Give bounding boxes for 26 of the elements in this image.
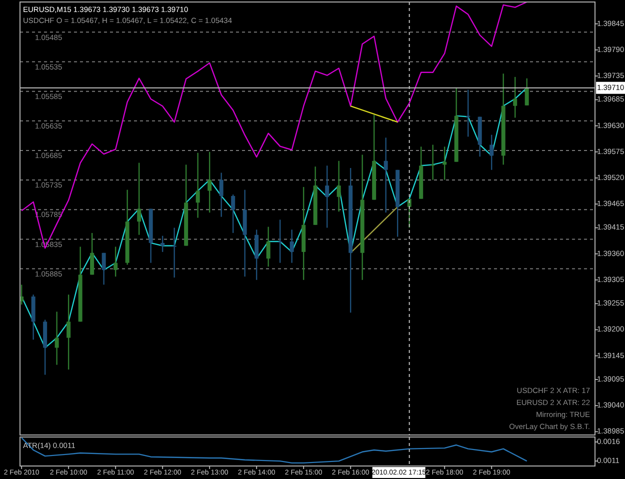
candlestick (160, 235, 165, 253)
candlestick (490, 134, 494, 170)
candlestick (196, 152, 200, 218)
candlestick (290, 229, 294, 264)
candlestick (114, 246, 118, 278)
candlestick (266, 226, 270, 268)
candlestick (208, 151, 212, 214)
candlestick (430, 144, 435, 180)
candlestick (325, 165, 330, 228)
candlestick (66, 294, 71, 370)
candlestick (466, 89, 470, 138)
candlestick (231, 194, 236, 234)
candlestick (102, 252, 106, 286)
candlestick (524, 78, 529, 106)
candlestick (172, 227, 176, 278)
candlestick (90, 232, 94, 276)
candlestick (254, 229, 259, 281)
candlestick (513, 76, 518, 118)
candlestick (384, 137, 388, 214)
line-series (20, 437, 528, 464)
line-series (20, 87, 528, 348)
candlestick (54, 311, 59, 366)
candlestick (336, 160, 341, 212)
candlestick (219, 172, 224, 218)
candlestick (137, 162, 142, 236)
candlestick (278, 219, 282, 264)
